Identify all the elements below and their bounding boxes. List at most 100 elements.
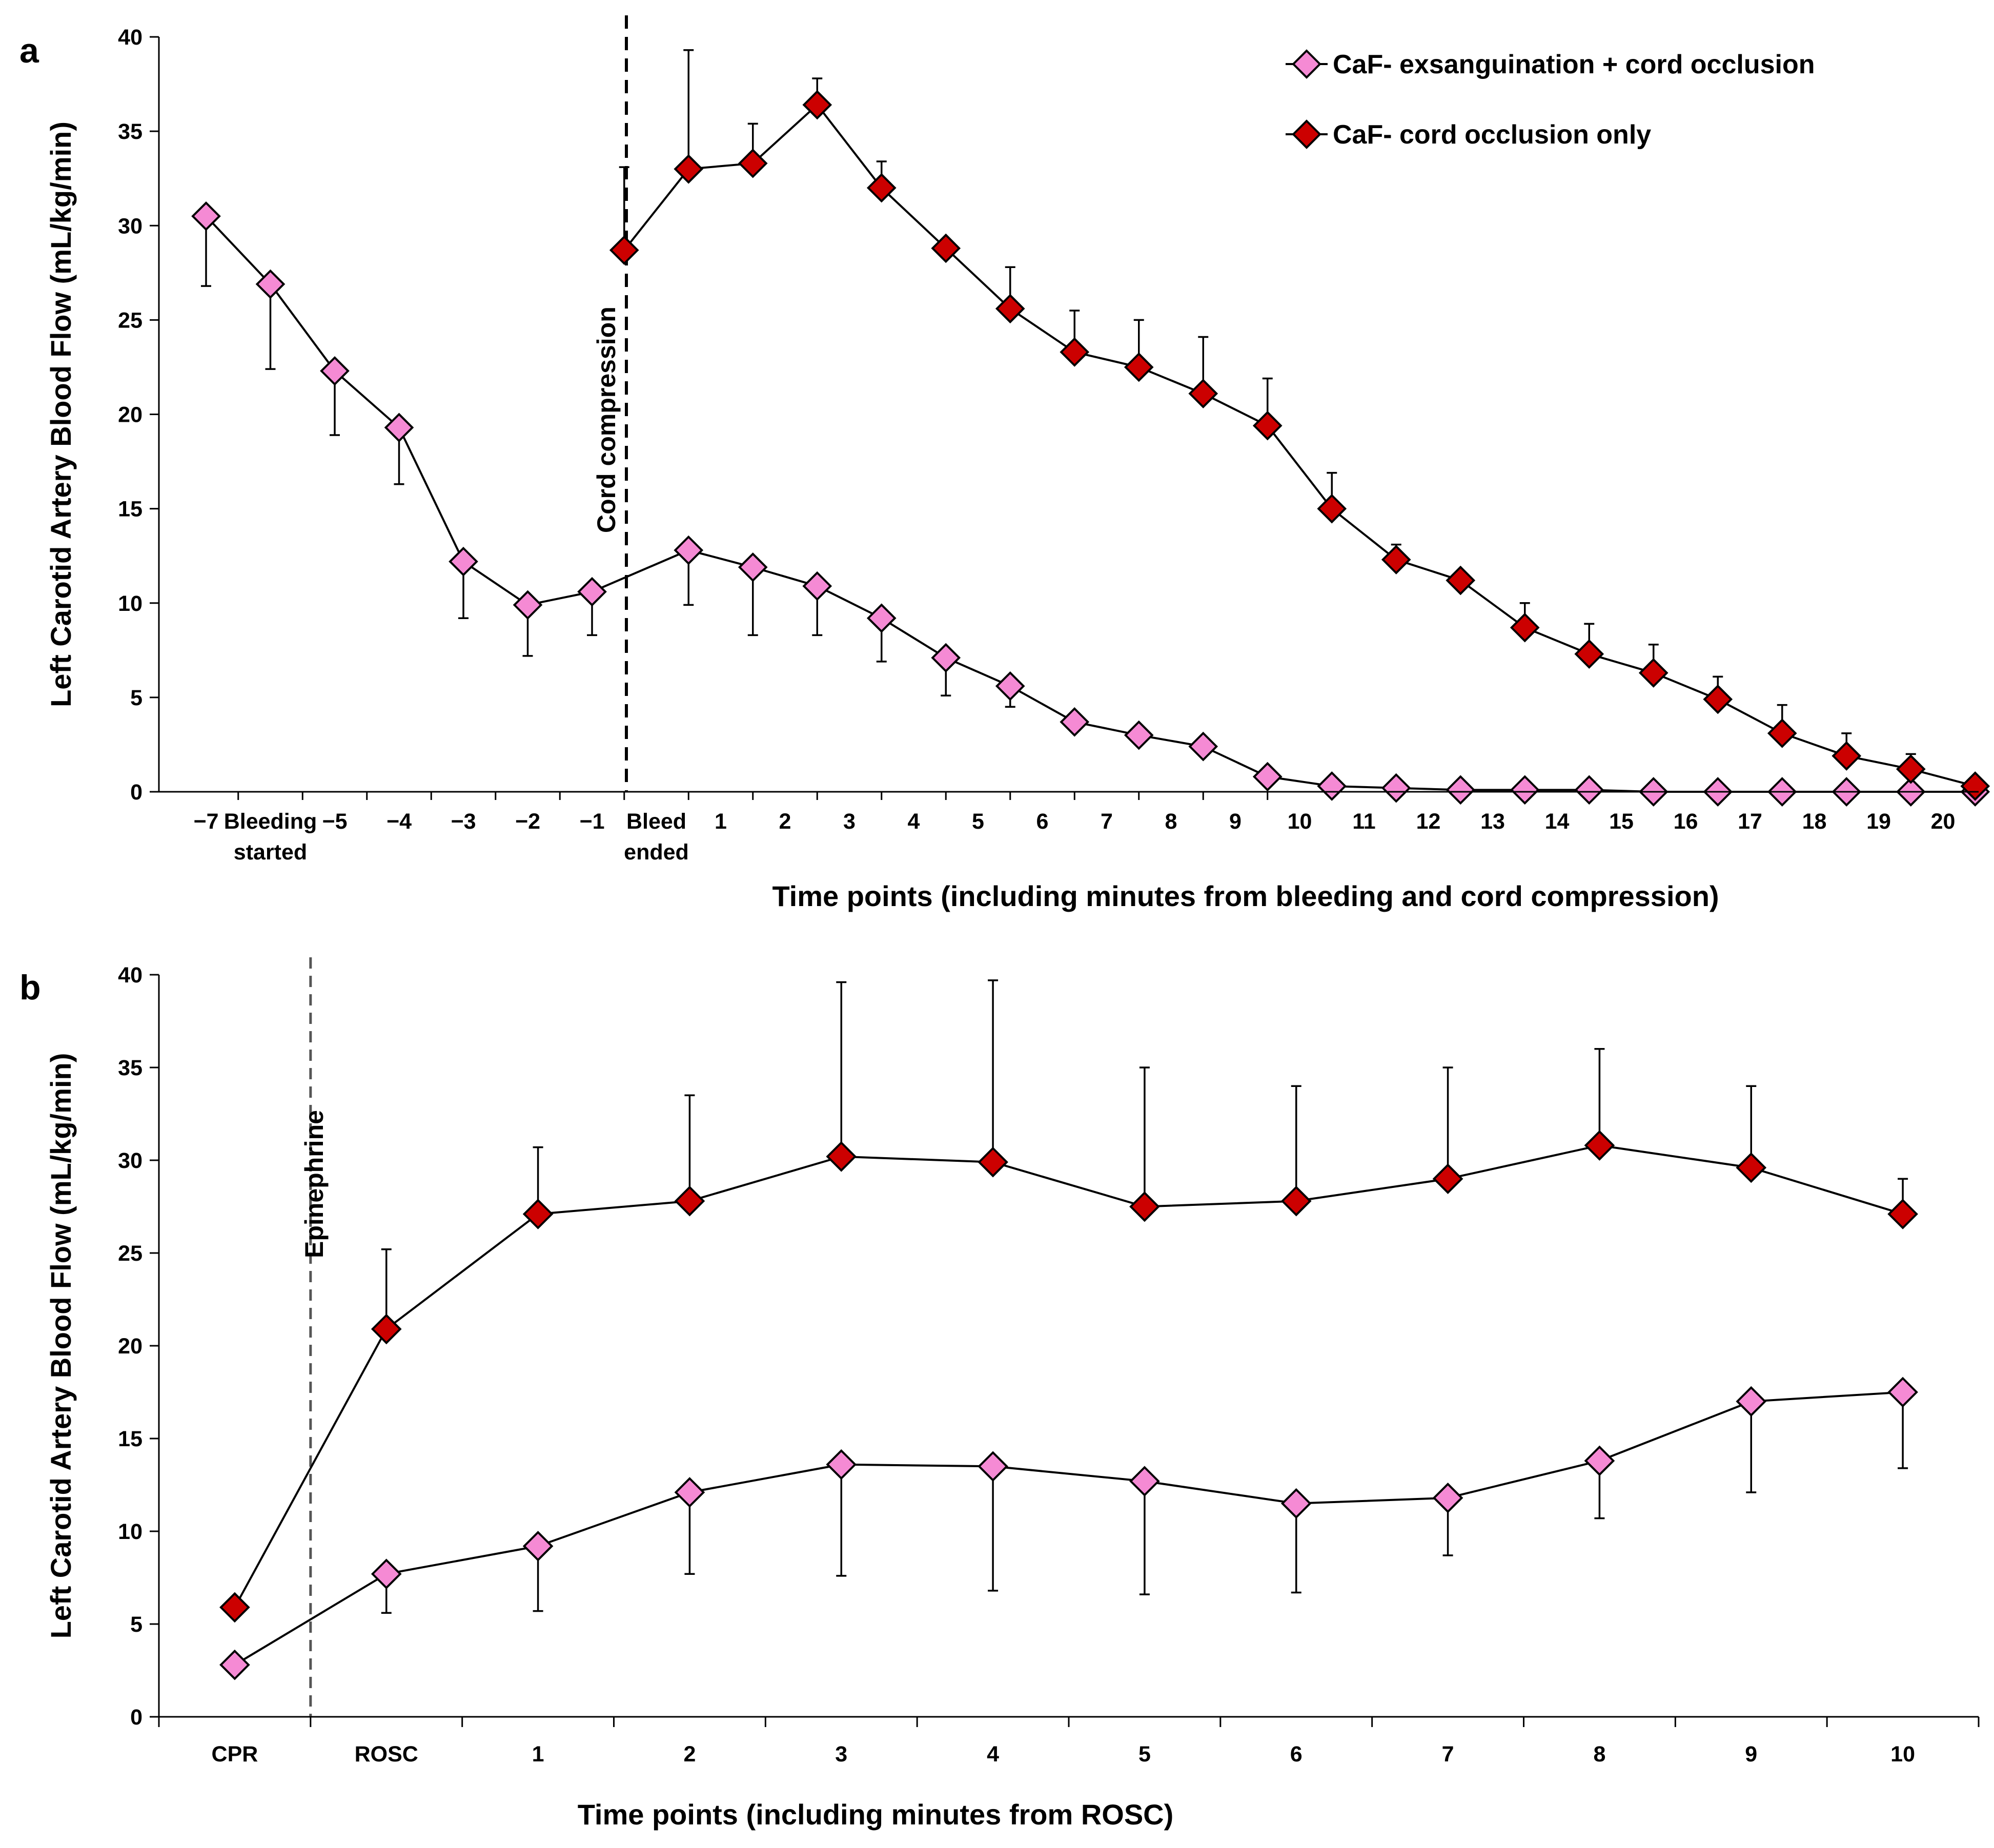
data-point	[995, 294, 1025, 324]
panel-a-x-tick-label: −3	[451, 809, 476, 834]
panel-b-x-tick-label: 6	[1290, 1742, 1303, 1767]
panel-a-letter: a	[19, 31, 39, 70]
data-point	[1280, 1185, 1312, 1217]
panel-a-x-tick-line: Bleed	[626, 809, 686, 834]
data-point	[1188, 731, 1218, 762]
legend-cord-only-marker	[1292, 119, 1321, 149]
data-point	[802, 571, 832, 601]
panel-a-x-tick-line: 8	[1165, 809, 1177, 834]
panel-b-x-axis-label: Time points (including minutes from ROSC…	[578, 1798, 1174, 1831]
data-point	[826, 1449, 857, 1480]
panel-a-x-tick-line: 4	[908, 809, 920, 834]
panel-a-x-tick-label: 18	[1802, 809, 1827, 834]
data-point	[449, 546, 478, 577]
panel-a-y-axis-label: Left Carotid Artery Blood Flow (mL/kg/mi…	[45, 121, 77, 707]
data-point	[1574, 775, 1604, 805]
panel-b: b 0 5 10 15 20 25 30 35 40 CPR ROSC 1 2 3 4 5 6 7 8 9 10 Ep…	[19, 957, 1980, 1831]
data-point	[674, 1185, 705, 1217]
panel-b-y-axis-label: Left Carotid Artery Blood Flow (mL/kg/mi…	[45, 1053, 77, 1639]
panel-a-x-tick-line: ended	[624, 840, 689, 865]
data-point	[1446, 565, 1476, 596]
data-point	[255, 269, 286, 299]
panel-a-y-tick-label: 20	[118, 403, 143, 427]
data-point	[577, 577, 607, 607]
panel-b-x-tick-label: 4	[987, 1742, 999, 1767]
data-point	[1703, 684, 1733, 714]
panel-a-x-tick-line: −5	[322, 809, 347, 834]
panel-a-x-tick-label: Bleed ended	[624, 809, 689, 865]
data-point	[1317, 771, 1347, 801]
data-point	[219, 1649, 250, 1680]
panel-a-x-tick-label: 10	[1288, 809, 1312, 834]
panel-a-x-tick-label: 8	[1165, 809, 1177, 834]
panel-a-x-tick-line: 17	[1738, 809, 1762, 834]
panel-a-annotation: Cord compression	[592, 15, 628, 792]
panel-a-y-ticks: 0 5 10 15 20 25 30 35 40	[118, 25, 159, 805]
panel-a-x-tick-label: −7	[193, 809, 218, 834]
panel-b-x-tick-label: 10	[1890, 1742, 1915, 1767]
epinephrine-label: Epinephrine	[300, 1110, 329, 1258]
legend-exsanguination-marker	[1292, 49, 1321, 79]
panel-b-x-tick-label: 5	[1138, 1742, 1151, 1767]
data-point	[219, 1592, 250, 1623]
data-point	[866, 603, 897, 633]
data-point	[1887, 1377, 1918, 1408]
data-point	[1432, 1483, 1463, 1513]
panel-b-letter: b	[19, 968, 41, 1007]
panel-b-x-tick-label: 2	[683, 1742, 696, 1767]
panel-a-x-tick-label: −2	[515, 809, 540, 834]
panel-a-x-tick-label: 9	[1229, 809, 1242, 834]
panel-a-x-tick-label: 12	[1416, 809, 1441, 834]
data-point	[1252, 762, 1283, 792]
data-point	[1510, 775, 1540, 805]
panel-b-y-tick-label: 0	[130, 1705, 143, 1730]
panel-b-y-tick-label: 5	[130, 1612, 143, 1637]
panel-a-y-tick-label: 30	[118, 214, 143, 238]
data-point	[1381, 773, 1411, 803]
panel-b-x-tick-label: 3	[835, 1742, 847, 1767]
data-point	[1124, 352, 1154, 382]
data-point	[1129, 1466, 1160, 1497]
panel-a-x-tick-label: 11	[1352, 809, 1375, 834]
panel-a-x-tick-label: 2	[779, 809, 791, 834]
panel-b-x-tick-label: 7	[1442, 1742, 1454, 1767]
panel-a-x-tick-line: Bleeding	[224, 809, 317, 834]
panel-a-x-tick-label: 1	[715, 809, 727, 834]
data-point	[738, 148, 768, 178]
data-point	[1280, 1488, 1312, 1519]
data-point	[1736, 1152, 1767, 1183]
panel-b-y-tick-label: 10	[118, 1520, 143, 1544]
data-point	[931, 233, 961, 263]
data-point	[674, 535, 704, 565]
panel-a-x-tick-line: 6	[1036, 809, 1049, 834]
panel-a-x-tick-label: 16	[1674, 809, 1698, 834]
panel-b-y-tick-label: 35	[118, 1056, 143, 1080]
panel-a-x-axis-label: Time points (including minutes from blee…	[772, 880, 1719, 912]
panel-a-x-tick-line: −7	[193, 809, 218, 834]
panel-a-x-tick-label: 15	[1609, 809, 1634, 834]
data-point	[1960, 771, 1990, 801]
series-exsanguination	[219, 1377, 1918, 1680]
panel-b-x-tick-label: 1	[532, 1742, 544, 1767]
panel-a-x-tick-line: −1	[579, 809, 604, 834]
panel-a-x-tick-label: −5	[322, 809, 347, 834]
legend-item-exsanguination: CaF- exsanguination + cord occlusion	[1286, 49, 1815, 79]
series-cord-only	[609, 49, 1990, 801]
data-point	[802, 90, 832, 120]
panel-a-x-tick-line: 11	[1352, 809, 1375, 834]
data-point	[1252, 410, 1283, 441]
panel-a-x-tick-line: 15	[1609, 809, 1634, 834]
series-line	[623, 103, 1976, 787]
cord-compression-label: Cord compression	[592, 306, 621, 533]
panel-b-x-ticks: CPR ROSC 1 2 3 4 5 6 7 8 9 10	[158, 1717, 1980, 1767]
panel-a-x-tick-line: 1	[715, 809, 727, 834]
legend-item-cord-only: CaF- cord occlusion only	[1286, 119, 1651, 150]
series-cord-only	[219, 979, 1918, 1623]
data-point	[978, 1146, 1008, 1178]
data-point	[1832, 741, 1862, 771]
panel-a-x-tick-label: 13	[1480, 809, 1505, 834]
panel-a-x-tick-line: 7	[1101, 809, 1113, 834]
